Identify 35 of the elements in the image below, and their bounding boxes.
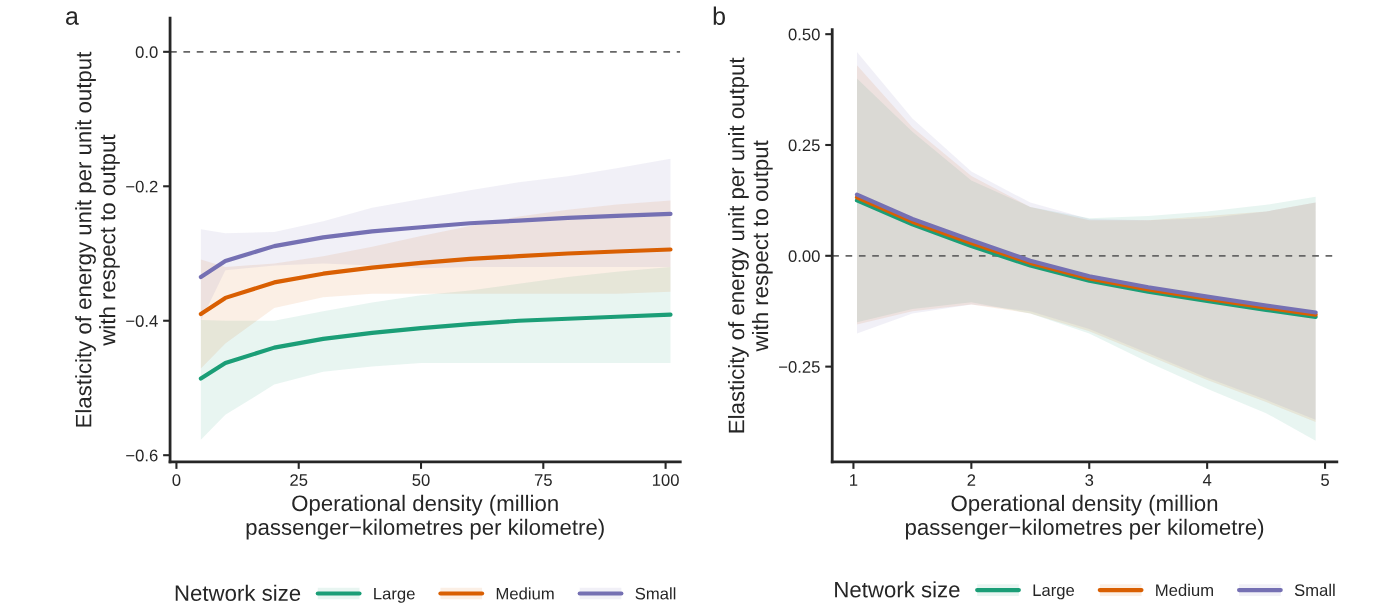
y-tick-label: 0.00 <box>788 250 820 263</box>
x-tick-label: 50 <box>412 474 430 486</box>
legend-title: Network size <box>835 581 960 598</box>
y-tick-label: −0.6 <box>126 449 158 462</box>
y-tick-label: −0.2 <box>126 180 158 193</box>
legend-label: Large <box>374 587 415 603</box>
x-tick-label: 100 <box>652 474 679 486</box>
x-axis-title: Operational density (million passenger−kilometres per kilometre) <box>905 494 1264 540</box>
text: b <box>713 6 725 25</box>
y-tick-label: 0.25 <box>788 139 820 152</box>
legend-label: Medium <box>1156 583 1213 597</box>
y-tick-label: 0.0 <box>135 46 158 59</box>
x-tick-label: 5 <box>1321 474 1329 486</box>
x-tick-label: 4 <box>1202 474 1212 486</box>
x-tick-label: 2 <box>967 474 976 486</box>
x-tick-label: 1 <box>850 474 858 486</box>
legend-label: Medium <box>496 587 554 600</box>
y-axis-title: Elasticity of energy unit per unit output with respect to output <box>728 57 773 433</box>
y-tick-label: −0.25 <box>779 361 820 373</box>
y-tick-label: −0.4 <box>126 315 158 327</box>
x-tick-label: 3 <box>1085 474 1094 486</box>
line-series <box>198 312 673 381</box>
line-series <box>198 211 673 280</box>
x-tick-label: 0 <box>172 474 181 486</box>
legend-label: Small <box>635 587 676 600</box>
legend-label: Small <box>1294 583 1335 597</box>
y-axis-title: Elasticity of energy unit per unit output with respect to output <box>75 51 120 427</box>
x-axis-title: Operational density (million passenger−kilometres per kilometre) <box>246 494 604 540</box>
text: a <box>66 11 79 25</box>
line-series <box>198 247 673 317</box>
x-tick-label: 75 <box>534 474 552 486</box>
legend-title: Network size <box>175 584 301 602</box>
x-tick-label: 25 <box>290 474 308 486</box>
legend-label: Large <box>1033 584 1075 600</box>
y-tick-label: 0.50 <box>788 28 820 41</box>
